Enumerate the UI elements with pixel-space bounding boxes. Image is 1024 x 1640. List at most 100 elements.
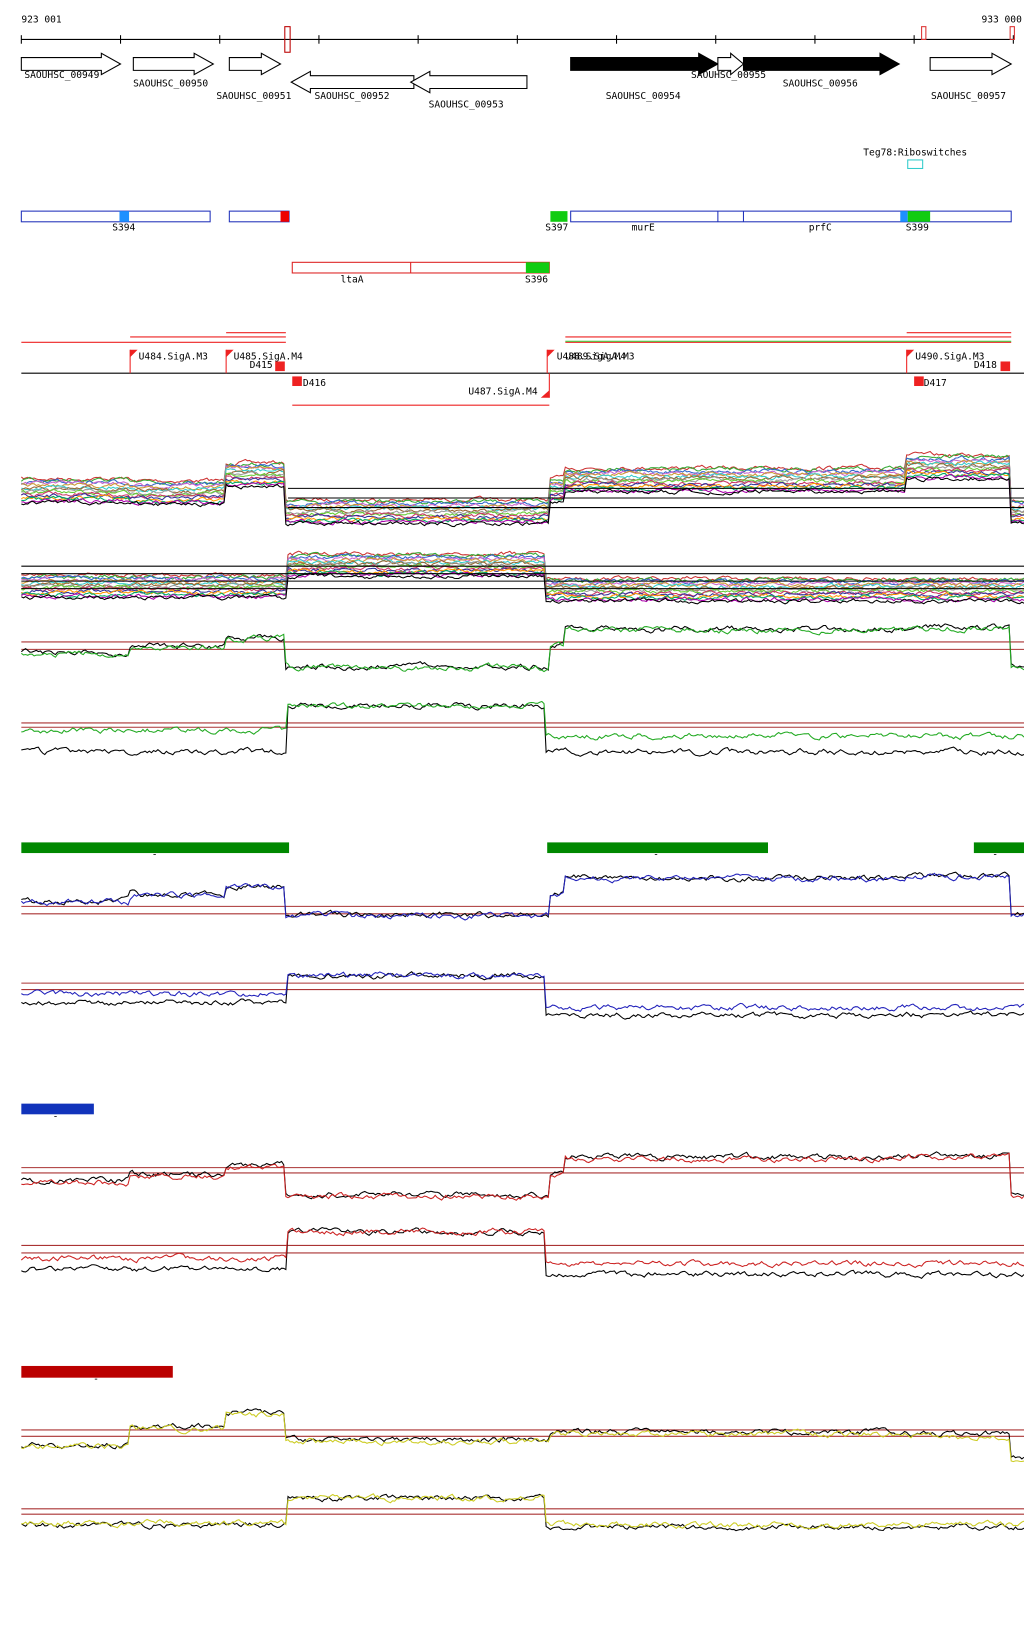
box xyxy=(119,211,130,222)
label: - xyxy=(992,849,998,860)
tss-flag xyxy=(547,349,555,358)
signal-trace xyxy=(21,1151,1024,1200)
label: - xyxy=(93,1374,99,1385)
signal-trace xyxy=(21,702,1024,757)
signal-trace xyxy=(20,450,1024,504)
signal-trace xyxy=(21,569,1024,602)
box xyxy=(547,842,768,854)
tss-flag xyxy=(906,349,915,358)
signal-trace xyxy=(20,453,1024,506)
signal-trace xyxy=(21,467,1024,519)
label: SAOUHSC_00953 xyxy=(429,100,504,111)
label: U484.SigA.M3 xyxy=(139,351,208,362)
label: SAOUHSC_00956 xyxy=(783,78,858,89)
box xyxy=(570,210,1012,223)
signal-trace xyxy=(21,563,1024,596)
signal-trace xyxy=(20,872,1024,921)
signal-trace xyxy=(21,469,1024,521)
signal-trace xyxy=(21,1152,1024,1201)
box xyxy=(21,1103,94,1115)
box xyxy=(292,376,302,387)
label: - xyxy=(152,849,158,860)
signal-trace xyxy=(21,458,1024,509)
box xyxy=(21,842,290,854)
box xyxy=(525,262,550,273)
label: U488.SigA.M4 xyxy=(557,351,626,362)
gene-arrow xyxy=(742,52,901,76)
signal-trace xyxy=(21,1493,1024,1530)
box xyxy=(20,210,211,223)
label: SAOUHSC_00954 xyxy=(606,91,681,102)
signal-trace xyxy=(21,464,1024,516)
label: S396 xyxy=(525,275,548,286)
signal-trace xyxy=(21,1408,1024,1460)
box xyxy=(1000,361,1011,372)
label: D416 xyxy=(303,378,326,389)
box xyxy=(275,361,285,372)
label: ltaA xyxy=(340,275,363,286)
box xyxy=(921,26,927,40)
label: SAOUHSC_00952 xyxy=(315,91,390,102)
gene-arrow xyxy=(570,52,719,76)
signal-trace xyxy=(21,700,1024,741)
label: SAOUHSC_00950 xyxy=(133,78,208,89)
label: - xyxy=(53,1112,59,1123)
signal-trace xyxy=(21,1226,1024,1279)
label: D418 xyxy=(974,360,997,371)
signal-trace xyxy=(21,572,1024,605)
box xyxy=(284,26,291,53)
label: SAOUHSC_00949 xyxy=(24,70,99,81)
label: U487.SigA.M4 xyxy=(468,387,537,398)
label: SAOUHSC_00955 xyxy=(691,70,766,81)
signal-trace xyxy=(21,559,1024,592)
signal-trace xyxy=(21,473,1024,526)
label: S399 xyxy=(906,222,929,233)
gene-arrow xyxy=(717,52,745,76)
signal-trace xyxy=(21,550,1024,583)
signal-trace xyxy=(21,871,1024,919)
label: S397 xyxy=(545,222,568,233)
signal-trace xyxy=(21,971,1024,1020)
box xyxy=(291,261,550,274)
label: prfC xyxy=(809,222,832,233)
box xyxy=(914,376,924,387)
gene-arrow xyxy=(132,52,215,76)
signal-trace xyxy=(21,971,1024,1013)
label: murE xyxy=(632,222,655,233)
label: U485.SigA.M4 xyxy=(234,351,303,362)
gene-arrow xyxy=(929,52,1013,76)
tss-flag xyxy=(226,349,234,358)
label: D417 xyxy=(924,378,947,389)
signal-trace xyxy=(21,476,1024,528)
label: D415 xyxy=(250,360,273,371)
label: Teg78:Riboswitches xyxy=(863,148,967,159)
tss-flag xyxy=(130,349,138,358)
box xyxy=(900,211,908,222)
gene-arrow xyxy=(20,52,122,76)
box xyxy=(550,211,568,222)
box xyxy=(1009,26,1015,40)
box xyxy=(228,210,290,223)
tss-flag xyxy=(540,390,550,398)
label: SAOUHSC_00957 xyxy=(931,91,1006,102)
box xyxy=(907,159,924,170)
box xyxy=(907,211,931,222)
signal-trace xyxy=(20,1227,1024,1269)
gene-arrow xyxy=(290,70,415,94)
signal-trace xyxy=(21,625,1024,673)
label: 923 001 xyxy=(21,14,62,25)
box xyxy=(973,842,1024,854)
gene-arrow xyxy=(228,52,282,76)
box xyxy=(21,1365,173,1378)
label: - xyxy=(653,849,659,860)
label: S394 xyxy=(112,222,135,233)
gene-arrow xyxy=(409,70,528,94)
signal-trace xyxy=(21,571,1024,603)
signal-trace xyxy=(21,1411,1024,1463)
box xyxy=(280,211,290,222)
signal-trace xyxy=(21,472,1024,524)
label: SAOUHSC_00951 xyxy=(216,91,291,102)
label: U489.SigA.M3 xyxy=(565,351,634,362)
label: U490.SigA.M3 xyxy=(915,351,984,362)
